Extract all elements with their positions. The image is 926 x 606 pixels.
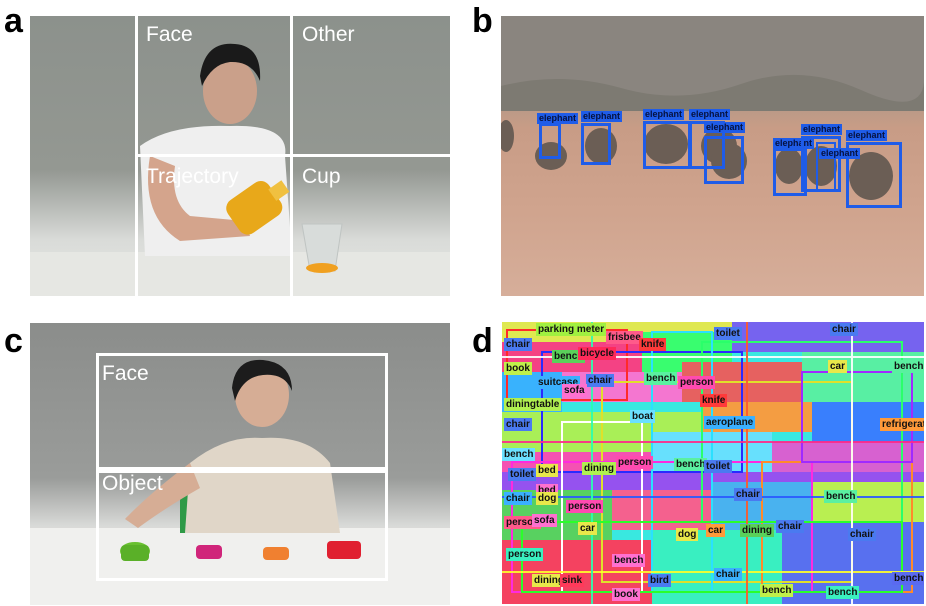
- detection-label: bird: [648, 574, 671, 587]
- detection-label: boat: [630, 410, 656, 423]
- detection-label: person: [566, 500, 604, 513]
- panel-label-b: b: [472, 2, 493, 40]
- detection-label: car: [828, 360, 848, 373]
- detection-label: chair: [504, 492, 532, 505]
- detection-label: chair: [776, 520, 804, 533]
- detection-label: chair: [504, 338, 532, 351]
- detection-label: dog: [676, 528, 699, 541]
- object-region-box: [96, 467, 388, 581]
- detection-label: bed: [536, 464, 558, 477]
- detection-label: car: [706, 524, 726, 537]
- detection-label: bench: [502, 448, 536, 461]
- detection-label: sink: [560, 574, 585, 587]
- detection-label: chair: [734, 488, 762, 501]
- detection-label: person: [678, 376, 716, 389]
- detection-box: [643, 121, 691, 169]
- detection-label: toilet: [704, 460, 732, 473]
- detection-label: frisbee: [606, 331, 643, 344]
- detection-label: chair: [714, 568, 742, 581]
- detection-label: diningtable: [504, 398, 562, 411]
- detection-label: sofa: [562, 384, 587, 397]
- detection-label: chair: [848, 528, 876, 541]
- region-label-object: Object: [102, 472, 163, 495]
- panel-c-scene: [30, 359, 450, 605]
- grid-label-other: Other: [302, 23, 355, 46]
- detection-label: dining: [582, 462, 616, 475]
- detection-label: dining: [740, 524, 774, 537]
- detection-label: parking meter: [536, 323, 607, 336]
- detection-label: dining: [532, 574, 566, 587]
- panel-d-detections: parking meter frisbee toilet chair chair…: [502, 322, 924, 604]
- detection-label: bench: [612, 554, 646, 567]
- detection-label: person: [506, 548, 544, 561]
- face-region-box: [96, 353, 388, 473]
- grid-label-trajectory: Trajectory: [146, 165, 239, 188]
- detection-label: elephant: [819, 148, 861, 159]
- detection-label: dog: [536, 492, 559, 505]
- panel-c-photo: Face Object: [30, 323, 450, 605]
- detection-label: book: [504, 362, 532, 375]
- detection-label: toilet: [714, 327, 742, 340]
- detection-label: chair: [830, 323, 858, 336]
- detection-label: person: [616, 456, 654, 469]
- detection-label: chair: [586, 374, 614, 387]
- detection-label: book: [612, 588, 640, 601]
- panel-b-scene: [501, 16, 924, 200]
- detection-label: bench: [674, 458, 708, 471]
- grid-label-cup: Cup: [302, 165, 341, 188]
- panel-a-photo: Face Other Trajectory Cup: [30, 16, 450, 296]
- panel-b-photo: elephant elephant elephant elephant elep…: [501, 16, 924, 296]
- panel-label-a: a: [4, 2, 23, 40]
- detection-label: chair: [504, 418, 532, 431]
- panel-label-d: d: [472, 322, 493, 360]
- detection-label: elephant: [689, 109, 731, 120]
- detection-label: bench: [826, 586, 860, 599]
- detection-box: [539, 123, 561, 159]
- detection-label: bench: [824, 490, 858, 503]
- detection-label: elephant: [643, 109, 685, 120]
- panel-label-c: c: [4, 322, 23, 360]
- detection-label: bench: [760, 584, 794, 597]
- detection-label: sofa: [532, 514, 557, 527]
- detection-label: elephant: [801, 124, 843, 135]
- region-label-face: Face: [102, 362, 149, 385]
- detection-label: knife: [700, 394, 728, 407]
- grid-label-face: Face: [146, 23, 193, 46]
- detection-label: knife: [639, 338, 667, 351]
- detection-label: elephant: [537, 113, 579, 124]
- detection-label: bicycle: [578, 347, 616, 360]
- detection-box: [846, 142, 902, 208]
- detection-label: elephant: [704, 122, 746, 133]
- detection-label: car: [578, 522, 598, 535]
- detection-label: bench: [644, 372, 678, 385]
- detection-label: bench: [552, 350, 586, 363]
- detection-label: elephant: [773, 138, 815, 149]
- detection-box: [581, 123, 611, 165]
- detection-label: elephant: [846, 130, 888, 141]
- detection-label: bench: [892, 360, 924, 373]
- detection-label: aeroplane: [704, 416, 756, 429]
- detection-box: [704, 136, 744, 184]
- detection-label: refrigerator: [880, 418, 924, 431]
- detection-label: bench: [892, 572, 924, 585]
- detection-label: elephant: [581, 111, 623, 122]
- panel-a-scene: [30, 43, 450, 296]
- detection-label: toilet: [508, 468, 536, 481]
- grid-horizontal-line: [135, 154, 450, 157]
- detection-box: [816, 142, 836, 192]
- detection-box: [773, 148, 807, 196]
